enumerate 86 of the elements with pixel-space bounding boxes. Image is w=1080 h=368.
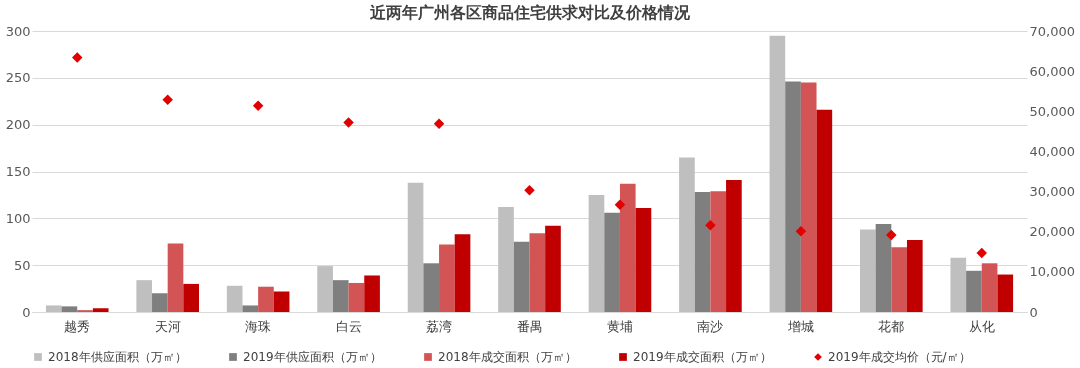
bar <box>997 274 1014 312</box>
bar <box>92 308 109 312</box>
bar <box>529 233 546 312</box>
x-tick-label: 海珠 <box>245 318 272 334</box>
point <box>162 94 173 105</box>
bar <box>226 285 243 312</box>
bar <box>423 263 440 312</box>
bar <box>136 280 153 312</box>
bar <box>498 207 514 312</box>
y2-tick-label: 60,000 <box>1029 63 1075 79</box>
bar <box>769 35 786 312</box>
bar <box>726 179 742 312</box>
y2-tick-label: 40,000 <box>1029 143 1075 159</box>
y-tick-label: 250 <box>5 70 31 86</box>
bar <box>950 257 967 312</box>
x-tick-label: 白云 <box>335 318 362 334</box>
bar <box>981 263 998 312</box>
x-tick-label: 荔湾 <box>426 318 453 334</box>
y2-tick-label: 50,000 <box>1029 103 1075 119</box>
point <box>343 117 354 128</box>
point <box>433 118 445 129</box>
bar <box>785 81 801 312</box>
bar <box>694 192 711 312</box>
bar <box>891 247 907 312</box>
bar <box>439 244 455 312</box>
bar <box>242 305 259 312</box>
bar <box>167 243 184 312</box>
y2-tick-label: 20,000 <box>1029 224 1075 240</box>
x-tick-label: 天河 <box>154 318 181 334</box>
x-tick-label: 花都 <box>878 318 905 334</box>
bar <box>619 183 636 312</box>
point <box>71 52 83 63</box>
bar <box>407 182 424 312</box>
bar <box>513 241 530 312</box>
bar <box>152 293 168 312</box>
point <box>886 229 897 241</box>
bar <box>604 212 620 312</box>
y-tick-label: 200 <box>5 117 31 133</box>
point <box>252 100 264 111</box>
bar <box>364 275 380 312</box>
point <box>524 185 535 196</box>
y2-tick-label: 0 <box>1029 304 1038 320</box>
bar <box>258 286 274 312</box>
point <box>976 247 988 259</box>
bar <box>800 82 817 312</box>
legend-label: 2018年供应面积（万㎡） <box>48 350 187 364</box>
bar <box>875 223 892 312</box>
bar <box>317 266 333 312</box>
x-tick-label: 从化 <box>968 318 995 334</box>
point <box>614 199 626 211</box>
bar <box>183 283 199 312</box>
y2-tick-label: 30,000 <box>1029 184 1075 200</box>
legend-label: 2019年成交面积（万㎡） <box>633 350 772 364</box>
bar <box>635 208 652 312</box>
bar <box>710 191 727 312</box>
point <box>795 226 807 237</box>
bar <box>679 157 695 312</box>
bar <box>545 225 561 312</box>
bar <box>906 239 923 312</box>
bar <box>966 270 982 312</box>
y2-tick-label: 10,000 <box>1029 264 1075 280</box>
y2-tick-label: 70,000 <box>1029 23 1075 39</box>
x-tick-label: 南沙 <box>697 318 724 334</box>
x-tick-label: 番禺 <box>516 318 543 334</box>
bar <box>454 234 471 312</box>
legend-label: 2019年成交均价（元/㎡） <box>828 350 971 364</box>
y-tick-label: 150 <box>5 164 31 179</box>
y-tick-label: 100 <box>5 210 31 226</box>
bar <box>273 291 290 312</box>
bar <box>348 282 365 312</box>
legend-label: 2019年供应面积（万㎡） <box>243 350 382 364</box>
bar <box>860 229 876 312</box>
y-tick-label: 300 <box>5 23 31 39</box>
point <box>705 220 716 231</box>
bar <box>816 109 833 312</box>
bar <box>588 194 605 312</box>
x-tick-label: 越秀 <box>64 318 91 334</box>
x-tick-label: 黄埔 <box>606 318 633 334</box>
x-tick-label: 增城 <box>786 318 814 334</box>
bar <box>332 280 349 312</box>
y-tick-label: 0 <box>22 304 31 320</box>
chart-title: 近两年广州各区商品住宅供求对比及价格情况 <box>368 3 691 22</box>
bar <box>61 306 78 312</box>
legend-label: 2018年成交面积（万㎡） <box>438 350 577 364</box>
bar <box>45 305 62 312</box>
y-tick-label: 50 <box>13 257 31 273</box>
